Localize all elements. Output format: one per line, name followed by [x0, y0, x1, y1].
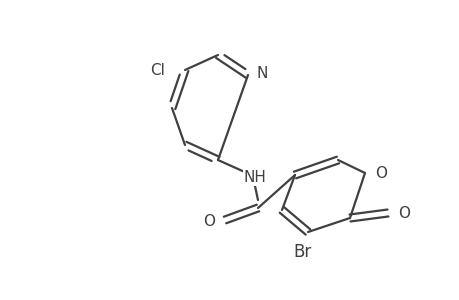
Text: O: O [202, 214, 214, 230]
Text: Br: Br [293, 243, 312, 261]
Text: Cl: Cl [150, 62, 165, 77]
Text: N: N [256, 65, 267, 80]
Text: O: O [374, 166, 386, 181]
Text: NH: NH [243, 170, 266, 185]
Text: O: O [397, 206, 409, 220]
